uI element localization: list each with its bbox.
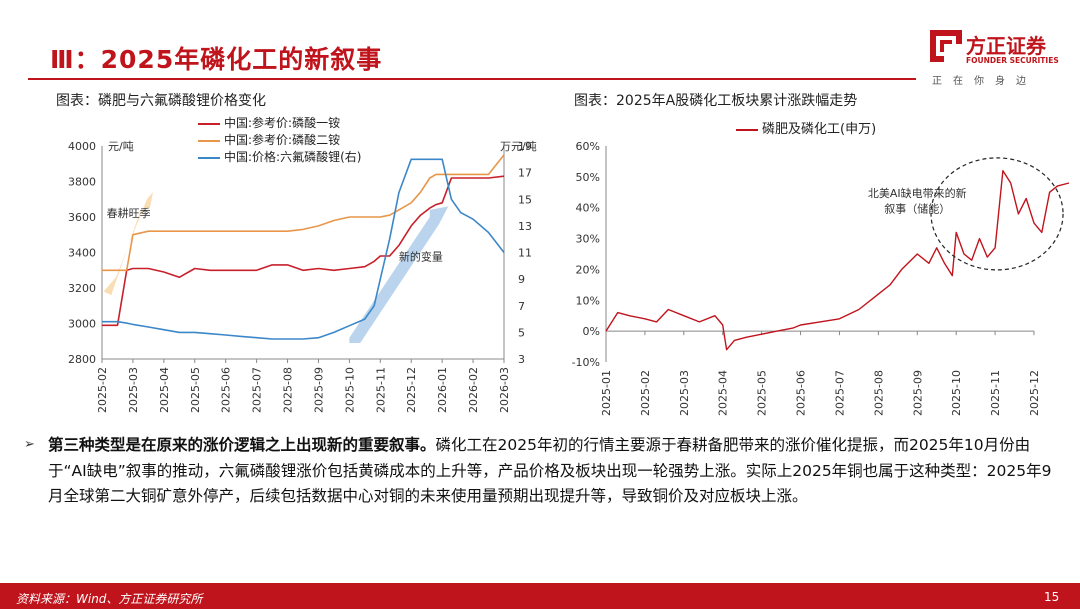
x-tick-label: 2025-09 bbox=[911, 370, 924, 416]
company-logo: 方正证券 FOUNDER SECURITIES 正在你身边 bbox=[928, 28, 1059, 92]
left-legend: 中国:参考价:磷酸一铵 中国:参考价:磷酸二铵 中国:价格:六氟磷酸锂(右) bbox=[198, 114, 361, 165]
logo-en-name: FOUNDER SECURITIES bbox=[966, 56, 1059, 65]
y-tick-right: 17 bbox=[518, 167, 532, 180]
x-tick-label: 2025-10 bbox=[343, 367, 356, 413]
y-tick-left: 3000 bbox=[68, 318, 96, 331]
legend-label-sector: 磷肥及磷化工(申万) bbox=[762, 122, 877, 137]
right-chart-caption: 图表：2025年A股磷化工板块累计涨跌幅走势 bbox=[574, 93, 858, 109]
series-line-2 bbox=[102, 158, 505, 340]
x-tick-label: 2026-01 bbox=[436, 367, 449, 413]
slide-title: Ⅲ：2025年磷化工的新叙事 bbox=[50, 45, 383, 74]
annotation-line-2: 叙事（储能） bbox=[884, 201, 950, 215]
series-line-sector bbox=[605, 170, 1070, 351]
y-tick-left: 3400 bbox=[68, 247, 96, 260]
legend-swatch-map bbox=[198, 122, 220, 125]
y-tick-right: 19 bbox=[518, 140, 532, 153]
y-tick: 10% bbox=[576, 294, 600, 307]
series-line-1 bbox=[102, 154, 505, 272]
logo-mark-icon bbox=[930, 30, 962, 62]
logo-name: 方正证券 bbox=[966, 34, 1046, 58]
x-tick-label: 2025-04 bbox=[158, 367, 171, 413]
left-chart: 4000 3800 3600 3400 3200 3000 2800 19 17 15 13 11 9 7… bbox=[68, 140, 537, 413]
y-tick-right: 7 bbox=[518, 300, 525, 313]
bullet-paragraph: 第三种类型是在原来的涨价逻辑之上出现新的重要叙事。磷化工在2025年初的行情主要… bbox=[48, 433, 1058, 510]
annotation-new-variable: 新的变量 bbox=[399, 249, 443, 263]
y-tick: 0% bbox=[583, 325, 600, 338]
page-number: 15 bbox=[1044, 590, 1060, 604]
left-chart-caption: 图表：磷肥与六氟磷酸锂价格变化 bbox=[56, 93, 266, 109]
y-axis-label-left: 元/吨 bbox=[108, 140, 134, 153]
y-tick-right: 13 bbox=[518, 220, 532, 233]
x-tick-label: 2025-02 bbox=[96, 367, 109, 413]
y-tick-right: 15 bbox=[518, 193, 532, 206]
highlight-ellipse bbox=[930, 157, 1064, 271]
annotation-spring: 春耕旺季 bbox=[107, 206, 151, 220]
y-tick-right: 5 bbox=[518, 326, 525, 339]
y-tick-left: 3800 bbox=[68, 176, 96, 189]
x-tick-label: 2025-12 bbox=[405, 367, 418, 413]
series-line-0 bbox=[102, 175, 505, 327]
bullet-bold-lead: 第三种类型是在原来的涨价逻辑之上出现新的重要叙事。 bbox=[48, 436, 436, 454]
x-tick-label: 2025-01 bbox=[600, 370, 613, 416]
x-tick-label: 2025-09 bbox=[312, 367, 325, 413]
legend-label-map: 中国:参考价:磷酸一铵 bbox=[224, 116, 341, 130]
legend-item-map: 中国:参考价:磷酸一铵 bbox=[198, 114, 361, 131]
x-tick-label: 2025-02 bbox=[639, 370, 652, 416]
x-tick-label: 2025-06 bbox=[795, 370, 808, 416]
x-tick-label: 2025-11 bbox=[374, 367, 387, 413]
y-tick-right: 3 bbox=[518, 353, 525, 366]
annotation-line-1: 北美AI缺电带来的新 bbox=[868, 186, 967, 200]
x-tick-label: 2025-03 bbox=[127, 367, 140, 413]
right-chart: 60% 50% 40% 30% 20% 10% 0% -10%2025-01 2025-02 20… bbox=[572, 140, 1070, 416]
legend-swatch-dap bbox=[198, 139, 220, 142]
y-tick-left: 3200 bbox=[68, 282, 96, 295]
x-tick-label: 2025-03 bbox=[678, 370, 691, 416]
x-tick-label: 2025-06 bbox=[220, 367, 233, 413]
legend-label-dap: 中国:参考价:磷酸二铵 bbox=[224, 133, 341, 147]
arrow-new-variable-icon bbox=[349, 206, 449, 344]
x-tick-label: 2025-11 bbox=[989, 370, 1002, 416]
y-tick-right: 11 bbox=[518, 247, 532, 260]
footer-source: 资料来源：Wind、方正证券研究所 bbox=[16, 592, 203, 606]
x-tick-label: 2025-04 bbox=[717, 370, 730, 416]
x-tick-label: 2025-12 bbox=[1028, 370, 1041, 416]
x-tick-label: 2026-03 bbox=[498, 367, 511, 413]
y-tick: 20% bbox=[576, 263, 600, 276]
y-tick-left: 3600 bbox=[68, 211, 96, 224]
legend-item-dap: 中国:参考价:磷酸二铵 bbox=[198, 131, 361, 148]
arrow-spring-icon bbox=[103, 192, 154, 296]
logo-tagline: 正在你身边 bbox=[932, 76, 1037, 87]
y-tick: 30% bbox=[576, 233, 600, 246]
x-tick-label: 2025-07 bbox=[833, 370, 846, 416]
x-tick-label: 2025-10 bbox=[950, 370, 963, 416]
y-tick: 50% bbox=[576, 171, 600, 184]
y-axis-label-right: 万元/吨 bbox=[500, 140, 537, 153]
legend-label-lipf6: 中国:价格:六氟磷酸锂(右) bbox=[224, 150, 362, 164]
bullet-arrow-icon: ➢ bbox=[24, 437, 35, 452]
y-tick-left: 2800 bbox=[68, 353, 96, 366]
x-tick-label: 2025-08 bbox=[872, 370, 885, 416]
x-tick-label: 2025-08 bbox=[282, 367, 295, 413]
title-rule bbox=[28, 78, 916, 80]
x-tick-label: 2025-05 bbox=[189, 367, 202, 413]
bullet-body: 磷化工在2025年初的行情主要源于春耕备肥带来的涨价催化提振，而2025年10月… bbox=[48, 436, 1052, 505]
legend-item-lipf6: 中国:价格:六氟磷酸锂(右) bbox=[198, 148, 361, 165]
x-tick-label: 2025-07 bbox=[251, 367, 264, 413]
y-tick: -10% bbox=[572, 356, 600, 369]
y-tick-right: 9 bbox=[518, 273, 525, 286]
y-tick: 60% bbox=[576, 140, 600, 153]
x-tick-label: 2025-05 bbox=[756, 370, 769, 416]
legend-swatch-sector bbox=[736, 128, 758, 131]
y-tick: 40% bbox=[576, 202, 600, 215]
y-tick-left: 4000 bbox=[68, 140, 96, 153]
right-legend-item: 磷肥及磷化工(申万) bbox=[736, 118, 876, 137]
footer-bar bbox=[0, 583, 1080, 609]
legend-swatch-lipf6 bbox=[198, 156, 220, 159]
x-tick-label: 2026-02 bbox=[467, 367, 480, 413]
